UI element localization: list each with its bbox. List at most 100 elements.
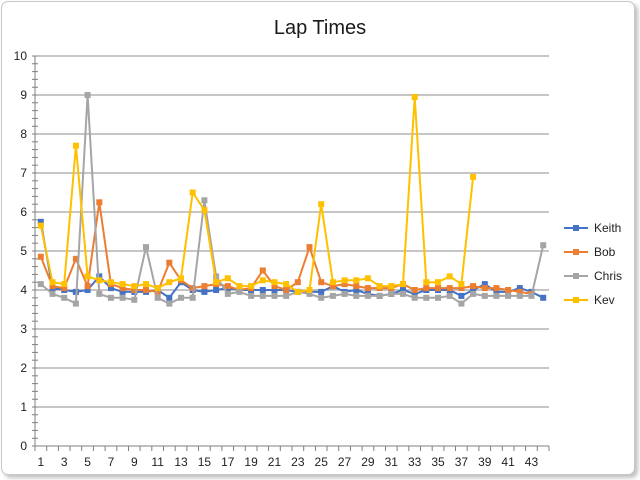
- data-point: [271, 279, 278, 286]
- x-tick-label: 35: [431, 455, 445, 469]
- legend-item-chris: Chris: [564, 269, 622, 283]
- x-tick-label: 37: [455, 455, 469, 469]
- x-tick-label: 25: [315, 455, 329, 469]
- data-point: [61, 285, 68, 292]
- x-tick-label: 19: [244, 455, 258, 469]
- data-point: [201, 288, 208, 295]
- legend-label: Keith: [594, 221, 621, 235]
- data-point: [481, 285, 488, 292]
- data-point: [388, 290, 395, 297]
- data-point: [201, 197, 208, 204]
- x-tick-label: 3: [61, 455, 68, 469]
- data-point: [213, 279, 220, 286]
- x-tick-label: 11: [151, 455, 164, 469]
- data-point: [259, 277, 266, 284]
- series-line: [40, 94, 545, 305]
- data-point: [166, 294, 173, 301]
- x-tick-label: 5: [84, 455, 91, 469]
- data-point: [61, 294, 68, 301]
- x-tick-label: 31: [385, 455, 399, 469]
- y-tick-label: 2: [20, 361, 27, 375]
- data-point: [341, 281, 348, 288]
- data-point: [329, 279, 336, 286]
- data-point: [37, 281, 44, 288]
- y-tick-label: 5: [20, 244, 27, 258]
- legend-label: Kev: [594, 293, 615, 307]
- legend: Keith Bob Chris Kev: [564, 221, 622, 307]
- x-tick-label: 15: [198, 455, 212, 469]
- data-point: [49, 283, 56, 290]
- x-tick-label: 13: [174, 455, 188, 469]
- data-point: [493, 292, 500, 299]
- data-point: [306, 290, 313, 297]
- data-point: [423, 279, 430, 286]
- data-point: [143, 244, 149, 251]
- x-tick-label: 43: [525, 455, 539, 469]
- data-point: [458, 292, 465, 299]
- data-point: [505, 287, 512, 293]
- data-point: [318, 201, 325, 208]
- x-tick-label: 27: [338, 455, 352, 469]
- y-tick-label: 4: [20, 283, 27, 297]
- data-point: [493, 288, 500, 295]
- data-point: [178, 294, 184, 301]
- legend-label: Bob: [594, 245, 616, 259]
- data-point: [271, 283, 278, 290]
- data-point: [259, 292, 266, 299]
- data-point: [248, 283, 255, 290]
- x-tick-label: 1: [37, 455, 44, 469]
- data-point: [72, 142, 79, 149]
- series-line: [39, 201, 532, 295]
- data-point: [446, 292, 453, 299]
- data-point: [411, 290, 418, 297]
- data-point: [201, 207, 208, 214]
- data-point: [516, 292, 523, 299]
- data-point: [201, 283, 208, 290]
- data-point: [37, 222, 44, 229]
- data-point: [435, 285, 441, 292]
- data-point: [154, 285, 161, 292]
- data-point: [306, 244, 313, 251]
- data-point: [318, 294, 325, 301]
- data-point: [119, 294, 126, 301]
- data-point: [435, 279, 441, 286]
- x-tick-label: 17: [221, 455, 235, 469]
- data-point: [364, 292, 371, 299]
- data-point: [131, 283, 138, 290]
- data-point: [411, 94, 418, 100]
- data-point: [540, 242, 547, 249]
- data-point: [166, 259, 173, 266]
- data-point: [119, 285, 126, 292]
- data-point: [84, 287, 91, 293]
- data-point: [283, 281, 290, 288]
- data-point: [353, 292, 360, 299]
- data-point: [189, 285, 196, 292]
- gridlines: [35, 55, 549, 408]
- data-point: [37, 253, 44, 260]
- x-tick-label: 33: [408, 455, 422, 469]
- data-point: [189, 294, 196, 301]
- legend-item-kev: Kev: [564, 293, 615, 307]
- data-point: [61, 281, 68, 288]
- data-point: [224, 283, 231, 290]
- data-point: [259, 267, 266, 274]
- series-bob: [37, 199, 535, 297]
- data-point: [96, 290, 103, 297]
- data-point: [516, 285, 523, 292]
- data-point: [259, 287, 266, 293]
- legend-swatch-marker: [573, 273, 579, 279]
- data-point: [49, 290, 56, 297]
- data-point: [37, 218, 44, 225]
- data-point: [458, 281, 465, 288]
- data-point: [376, 292, 383, 299]
- data-point: [400, 290, 406, 297]
- data-point: [119, 288, 126, 295]
- data-point: [143, 287, 149, 293]
- data-point: [446, 273, 453, 280]
- x-tick-label: 29: [361, 455, 375, 469]
- y-tick-label: 7: [20, 166, 27, 180]
- data-point: [423, 285, 430, 292]
- data-point: [178, 275, 184, 282]
